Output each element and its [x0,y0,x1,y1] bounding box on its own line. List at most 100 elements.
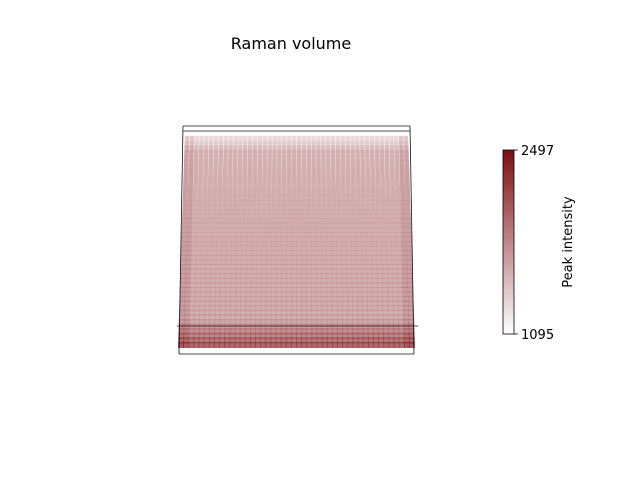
data-point [326,209,332,215]
data-point [228,144,233,150]
data-point [389,163,395,168]
data-point [270,291,277,298]
data-point [181,232,187,238]
data-point [261,236,267,242]
data-point [330,154,336,159]
data-point [326,218,332,224]
data-point [362,296,368,302]
data-point [407,296,414,302]
data-point [276,268,282,275]
data-point [365,158,370,164]
data-point [311,309,318,316]
data-point [382,323,389,330]
data-point [404,163,410,168]
data-point [326,323,333,330]
data-point [267,158,272,164]
data-point [183,181,189,187]
data-point [210,291,216,298]
data-point [326,213,332,219]
data-point [337,328,343,335]
data-point [223,154,228,159]
data-point [240,264,247,270]
data-point [342,342,349,348]
data-point [399,158,405,164]
data-point [296,163,302,168]
data-point [286,213,292,219]
data-point [193,154,199,159]
data-point [321,236,327,242]
data-point [371,273,378,279]
data-point [306,254,312,261]
data-point [371,222,377,228]
data-point [220,273,227,279]
data-point [183,172,189,178]
data-point [240,273,247,279]
data-point [194,144,199,150]
data-point [244,328,251,335]
data-point [216,250,222,256]
data-point [291,149,297,155]
data-point [311,209,317,215]
data-point [335,158,341,164]
data-point [272,140,277,145]
data-point [365,172,371,178]
data-point [376,218,382,224]
data-point [238,144,243,150]
data-point [271,268,277,275]
data-point [296,227,302,233]
data-point [221,241,227,247]
data-point [341,291,348,298]
data-point [216,254,222,261]
data-point [261,190,267,196]
data-point [214,300,221,307]
data-point [276,227,282,233]
data-point [326,282,333,288]
data-point [372,287,378,293]
data-point [336,277,343,284]
data-point [178,319,185,325]
data-point [205,287,211,293]
data-point [383,337,390,344]
data-point [192,213,198,219]
data-point [192,209,198,215]
data-point [219,323,226,330]
data-point [246,232,252,238]
data-point [230,305,236,312]
data-point [252,195,257,201]
data-point [380,167,385,173]
data-point [331,195,337,201]
data-point [341,254,347,261]
data-point [276,232,282,238]
data-point [227,204,233,210]
data-point [204,296,211,302]
data-point [251,199,257,205]
data-point [276,186,282,191]
data-point [398,309,404,316]
data-point [232,167,238,173]
data-point [255,305,262,312]
data-point [239,342,246,348]
data-point [226,236,232,242]
data-point [190,282,196,288]
data-point [311,172,317,178]
data-point [335,167,341,173]
data-point [255,319,262,325]
data-point [391,232,397,238]
data-point [219,328,226,335]
data-point [377,328,384,335]
data-point [237,167,243,173]
data-point [345,135,350,141]
data-point [266,209,272,215]
data-point [186,250,192,256]
data-point [396,227,402,233]
data-point [341,204,347,210]
data-point [326,337,333,344]
data-point [321,195,327,201]
data-point [408,332,415,339]
data-point [251,209,257,215]
data-points [178,135,415,348]
data-point [272,158,277,164]
data-point [214,323,221,330]
data-point [301,209,307,215]
data-point [301,259,307,265]
